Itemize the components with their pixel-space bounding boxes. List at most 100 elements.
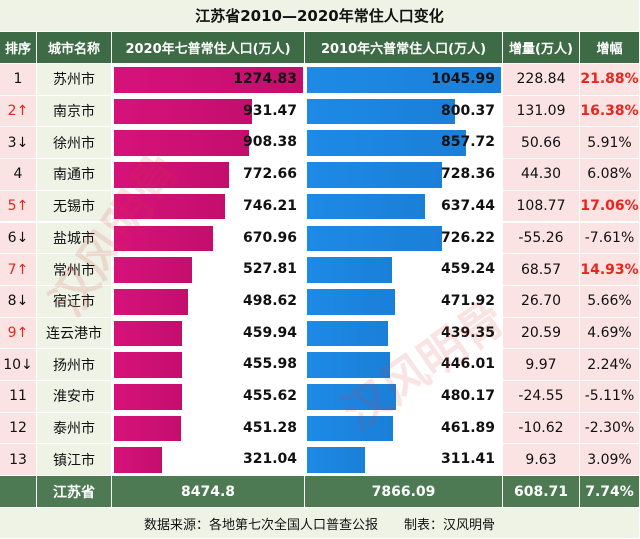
value: 728.36 (440, 166, 495, 183)
value: 455.98 (242, 356, 297, 373)
rank: 11 (0, 381, 37, 413)
rank: 7↑ (0, 254, 37, 286)
data-bar (307, 67, 501, 93)
value: 1045.99 (431, 71, 495, 87)
growth: 16.38% (580, 95, 640, 128)
value: 1274.83 (233, 71, 297, 87)
value: 726.22 (440, 229, 495, 246)
rank: 9↑ (0, 317, 37, 350)
total-increase: 608.71 (503, 476, 580, 509)
value: 857.72 (440, 134, 495, 151)
column-header: 增幅 (580, 32, 640, 64)
total-growth: 7.74% (580, 476, 640, 509)
value: 455.62 (242, 388, 297, 404)
column-header: 2020年七普常住人口(万人) (112, 32, 305, 64)
value: 446.01 (440, 356, 495, 373)
data-bar (307, 288, 395, 315)
data-bar (114, 130, 249, 157)
data-bar (114, 193, 225, 220)
rank: 4 (0, 159, 37, 191)
city: 苏州市 (37, 64, 112, 96)
value: 527.81 (242, 261, 297, 278)
increase: -10.62 (503, 412, 580, 445)
data-bar (114, 98, 253, 125)
data-bar (114, 447, 162, 474)
data-bar (307, 415, 393, 442)
column-header: 增量(万人) (503, 32, 580, 64)
increase: 131.09 (503, 95, 580, 128)
rank: 1 (0, 64, 37, 96)
footer: 数据来源：各地第七次全国人口普查公报 制表：汉风明骨 (0, 508, 640, 539)
increase: 26.70 (503, 285, 580, 318)
data-bar (307, 447, 365, 474)
value: 451.28 (242, 419, 297, 436)
rank: 13 (0, 444, 37, 477)
growth: 2.24% (580, 349, 640, 381)
growth: 14.93% (580, 254, 640, 286)
increase: -55.26 (503, 222, 580, 255)
growth: -2.30% (580, 412, 640, 445)
city: 无锡市 (37, 190, 112, 223)
growth: 5.66% (580, 285, 640, 318)
value: 800.37 (440, 102, 495, 119)
city: 徐州市 (37, 127, 112, 160)
data-bar (307, 257, 393, 283)
value: 459.94 (242, 324, 297, 341)
column-header: 城市名称 (37, 32, 112, 64)
rank: 5↑ (0, 190, 37, 223)
growth: -7.61% (580, 222, 640, 255)
value: 439.35 (440, 324, 495, 341)
value: 480.17 (440, 388, 495, 404)
value: 459.24 (440, 261, 495, 278)
city: 常州市 (37, 254, 112, 286)
rank: 8↓ (0, 285, 37, 318)
value: 461.89 (440, 419, 495, 436)
data-bar (114, 162, 229, 188)
data-bar (307, 98, 456, 125)
growth: 6.08% (580, 159, 640, 191)
increase: 108.77 (503, 190, 580, 223)
city: 南通市 (37, 159, 112, 191)
total-pop2010: 7866.09 (305, 476, 503, 509)
title: 江苏省2010—2020年常住人口变化 (0, 0, 640, 32)
rank: 10↓ (0, 349, 37, 381)
value: 670.96 (242, 229, 297, 246)
value: 471.92 (440, 292, 495, 309)
value: 311.41 (440, 451, 495, 468)
total-blank (0, 476, 37, 509)
growth: 5.91% (580, 127, 640, 160)
total-pop2020: 8474.8 (112, 476, 305, 509)
data-bar (307, 320, 389, 347)
data-bar (114, 320, 183, 347)
rank: 3↓ (0, 127, 37, 160)
value: 772.66 (242, 166, 297, 183)
city: 扬州市 (37, 349, 112, 381)
data-bar (114, 257, 193, 283)
city: 宿迁市 (37, 285, 112, 318)
increase: 9.63 (503, 444, 580, 477)
value: 931.47 (242, 102, 297, 119)
data-bar (114, 352, 182, 378)
value: 637.44 (440, 197, 495, 214)
data-bar (307, 162, 443, 188)
column-header: 排序 (0, 32, 37, 64)
value: 498.62 (242, 292, 297, 309)
increase: -24.55 (503, 381, 580, 413)
value: 746.21 (242, 197, 297, 214)
growth: 17.06% (580, 190, 640, 223)
increase: 228.84 (503, 64, 580, 96)
city: 连云港市 (37, 317, 112, 350)
data-bar (114, 225, 214, 252)
total-city: 江苏省 (37, 476, 112, 509)
increase: 50.66 (503, 127, 580, 160)
data-bar (307, 130, 467, 157)
rank: 12 (0, 412, 37, 445)
city: 淮安市 (37, 381, 112, 413)
increase: 9.97 (503, 349, 580, 381)
growth: 3.09% (580, 444, 640, 477)
rank: 6↓ (0, 222, 37, 255)
data-bar (114, 384, 182, 410)
data-bar (307, 193, 426, 220)
growth: 21.88% (580, 64, 640, 96)
